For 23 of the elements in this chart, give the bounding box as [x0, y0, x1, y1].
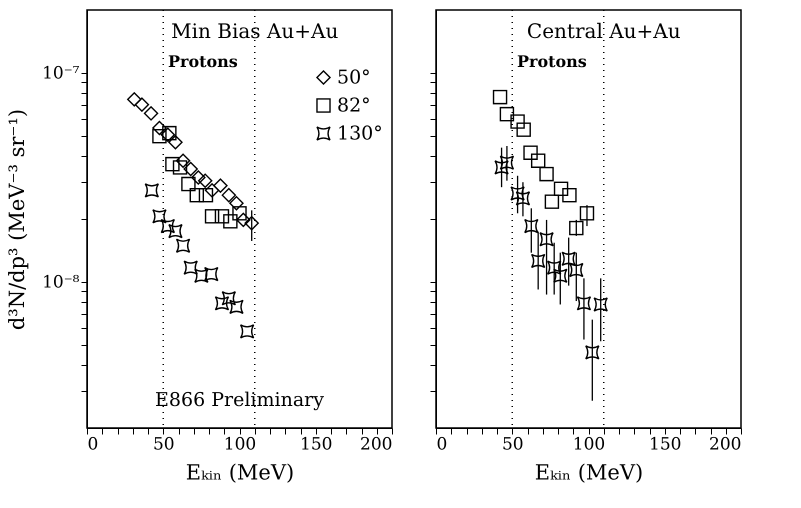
x-axis-title: Eₖᵢₙ (MeV)	[186, 460, 294, 484]
x-tick-label: 0	[88, 434, 98, 454]
x-axis-title: Eₖᵢₙ (MeV)	[534, 460, 644, 484]
y-tick-label: 10⁻⁷	[42, 63, 80, 84]
legend-label: 50°	[337, 66, 371, 88]
x-tick-label: 0	[436, 434, 448, 454]
text: Protons	[516, 52, 587, 71]
text: Protons	[168, 52, 238, 71]
x-tick-label: 100	[572, 434, 606, 454]
y-axis-title: d³N/dp³ (MeV⁻³ sr⁻¹)	[5, 108, 30, 330]
text: Central Au+Au	[526, 19, 681, 43]
x-tick-label: 100	[224, 434, 256, 454]
x-tick-label: 200	[360, 434, 392, 454]
y-tick-label: 10⁻⁸	[42, 272, 80, 292]
x-tick-label: 150	[649, 434, 682, 454]
legend-label: 130°	[337, 122, 383, 144]
legend-label: 82°	[337, 94, 371, 116]
annotation: E866 Preliminary	[155, 389, 324, 411]
x-tick-label: 50	[152, 434, 175, 454]
x-tick-label: 200	[709, 434, 742, 454]
x-tick-label: 150	[300, 434, 332, 454]
x-tick-label: 50	[502, 434, 524, 454]
text: Min Bias Au+Au	[171, 19, 338, 43]
